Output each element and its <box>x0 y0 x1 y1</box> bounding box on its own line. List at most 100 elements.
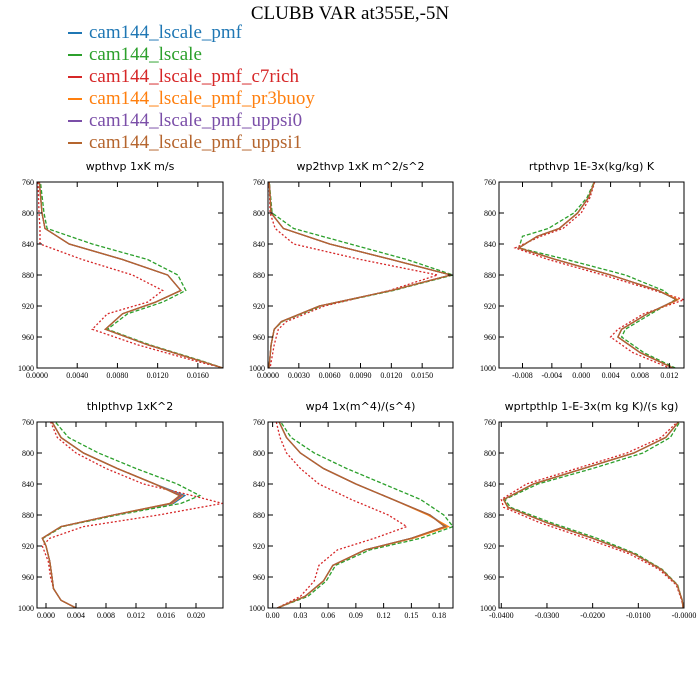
y-tick-label: 880 <box>484 511 496 520</box>
y-tick-label: 920 <box>484 542 496 551</box>
x-tick-label: 0.0030 <box>288 371 310 380</box>
y-tick-label: 800 <box>22 209 34 218</box>
y-tick-label: 800 <box>484 209 496 218</box>
y-tick-label: 1000 <box>249 364 265 373</box>
y-tick-label: 840 <box>22 240 34 249</box>
x-tick-label: 0.0120 <box>147 371 169 380</box>
x-tick-label: 0.0080 <box>106 371 128 380</box>
y-tick-label: 1000 <box>18 604 34 613</box>
series-line <box>41 422 184 608</box>
plot-panel: wp2thvp 1xK m^2/s^2 760 800 840 880 920 960 100… <box>249 160 454 380</box>
y-tick-label: 800 <box>253 209 265 218</box>
y-tick-label: 760 <box>253 178 265 187</box>
x-tick-label: -0.008 <box>512 371 533 380</box>
x-tick-label: 0.0000 <box>26 371 48 380</box>
plot-frame <box>498 181 685 369</box>
y-tick-label: 840 <box>484 480 496 489</box>
series-line <box>513 182 684 368</box>
series-line <box>41 422 183 608</box>
legend-swatch <box>68 142 82 144</box>
plot-frame <box>36 181 224 369</box>
series-line <box>268 182 441 368</box>
series-line <box>41 422 181 608</box>
plot-panel: wpthvp 1xK m/s76080084088092096010000.00… <box>18 160 224 380</box>
y-tick-label: 960 <box>22 333 34 342</box>
x-tick-label: 0.008 <box>631 371 649 380</box>
plot-panel: wprtpthlp 1-E-3x(m kg K)/(s kg) 760 800 840… <box>480 400 696 620</box>
x-tick-label: 0.016 <box>157 611 175 620</box>
figure-title: CLUBB VAR at355E,-5N <box>250 3 450 24</box>
x-tick-label: 0.004 <box>67 611 85 620</box>
series-line <box>37 182 223 368</box>
series-line <box>277 422 448 608</box>
x-tick-label: 0.15 <box>404 611 418 620</box>
plot-frame <box>36 421 224 609</box>
plot-title: wprtpthlp 1-E-3x(m kg K)/(s kg) <box>505 400 679 413</box>
y-tick-label: 760 <box>484 178 496 187</box>
series-line <box>39 182 223 368</box>
y-tick-label: 800 <box>22 449 34 458</box>
legend-label: cam144_lscale <box>89 44 202 65</box>
plot-frame <box>267 181 454 369</box>
y-tick-label: 920 <box>22 542 34 551</box>
legend-item: cam144_lscale_pmf_uppsi1 <box>68 132 315 154</box>
y-tick-label: 760 <box>22 178 34 187</box>
y-tick-label: 840 <box>484 240 496 249</box>
x-tick-label: -0.004 <box>542 371 563 380</box>
plot-panel: thlpthvp 1xK^276080084088092096010000.00… <box>18 400 224 620</box>
x-tick-label: -0.0200 <box>580 611 605 620</box>
series-line <box>502 422 684 608</box>
series-line <box>517 182 677 368</box>
x-tick-label: 0.12 <box>377 611 391 620</box>
y-tick-label: 760 <box>22 418 34 427</box>
x-tick-label: 0.0060 <box>319 371 341 380</box>
plot-title: thlpthvp 1xK^2 <box>87 400 174 413</box>
series-line <box>268 182 453 368</box>
x-tick-label: -0.0300 <box>535 611 560 620</box>
legend-item: cam144_lscale <box>68 44 315 66</box>
legend-label: cam144_lscale_pmf_uppsi0 <box>89 110 303 131</box>
y-tick-label: 840 <box>22 480 34 489</box>
x-tick-label: 0.012 <box>660 371 678 380</box>
series-line <box>38 182 223 368</box>
y-tick-label: 840 <box>253 480 265 489</box>
x-tick-label: 0.008 <box>97 611 115 620</box>
y-tick-label: 960 <box>22 573 34 582</box>
x-tick-label: 0.00 <box>266 611 280 620</box>
y-tick-label: 880 <box>253 511 265 520</box>
y-tick-label: 760 <box>253 418 265 427</box>
x-tick-label: 0.0000 <box>257 371 279 380</box>
legend-label: cam144_lscale_pmf_c7rich <box>89 66 299 87</box>
y-tick-label: 960 <box>484 333 496 342</box>
legend-label: cam144_lscale_pmf_pr3buoy <box>89 88 315 109</box>
plot-title: wpthvp 1xK m/s <box>86 160 175 173</box>
x-tick-label: 0.09 <box>349 611 363 620</box>
series-line <box>502 422 684 608</box>
x-tick-label: 0.18 <box>432 611 446 620</box>
series-line <box>38 182 223 368</box>
plot-panel: rtpthvp 1E-3x(kg/kg) K 760 800 840 880 920 960… <box>480 160 685 380</box>
legend-item: cam144_lscale_pmf_pr3buoy <box>68 88 315 110</box>
series-line <box>268 182 453 368</box>
x-tick-label: 0.0090 <box>350 371 372 380</box>
plot-title: rtpthvp 1E-3x(kg/kg) K <box>529 160 655 173</box>
plot-panel: wp4 1x(m^4)/(s^4)76080084088092096010000… <box>249 400 454 620</box>
y-tick-label: 880 <box>484 271 496 280</box>
series-line <box>268 182 453 368</box>
series-line <box>277 422 447 608</box>
y-tick-label: 920 <box>22 302 34 311</box>
series-line <box>41 422 223 608</box>
y-tick-label: 960 <box>253 333 265 342</box>
series-line <box>41 422 187 608</box>
y-tick-label: 1000 <box>18 364 34 373</box>
legend-swatch <box>68 54 82 56</box>
x-tick-label: 0.0150 <box>411 371 433 380</box>
legend-swatch <box>68 120 82 122</box>
y-tick-label: 920 <box>484 302 496 311</box>
legend-swatch <box>68 32 82 34</box>
series-line <box>500 422 684 608</box>
y-tick-label: 920 <box>253 542 265 551</box>
x-tick-label: 0.000 <box>37 611 55 620</box>
y-tick-label: 1000 <box>249 604 265 613</box>
